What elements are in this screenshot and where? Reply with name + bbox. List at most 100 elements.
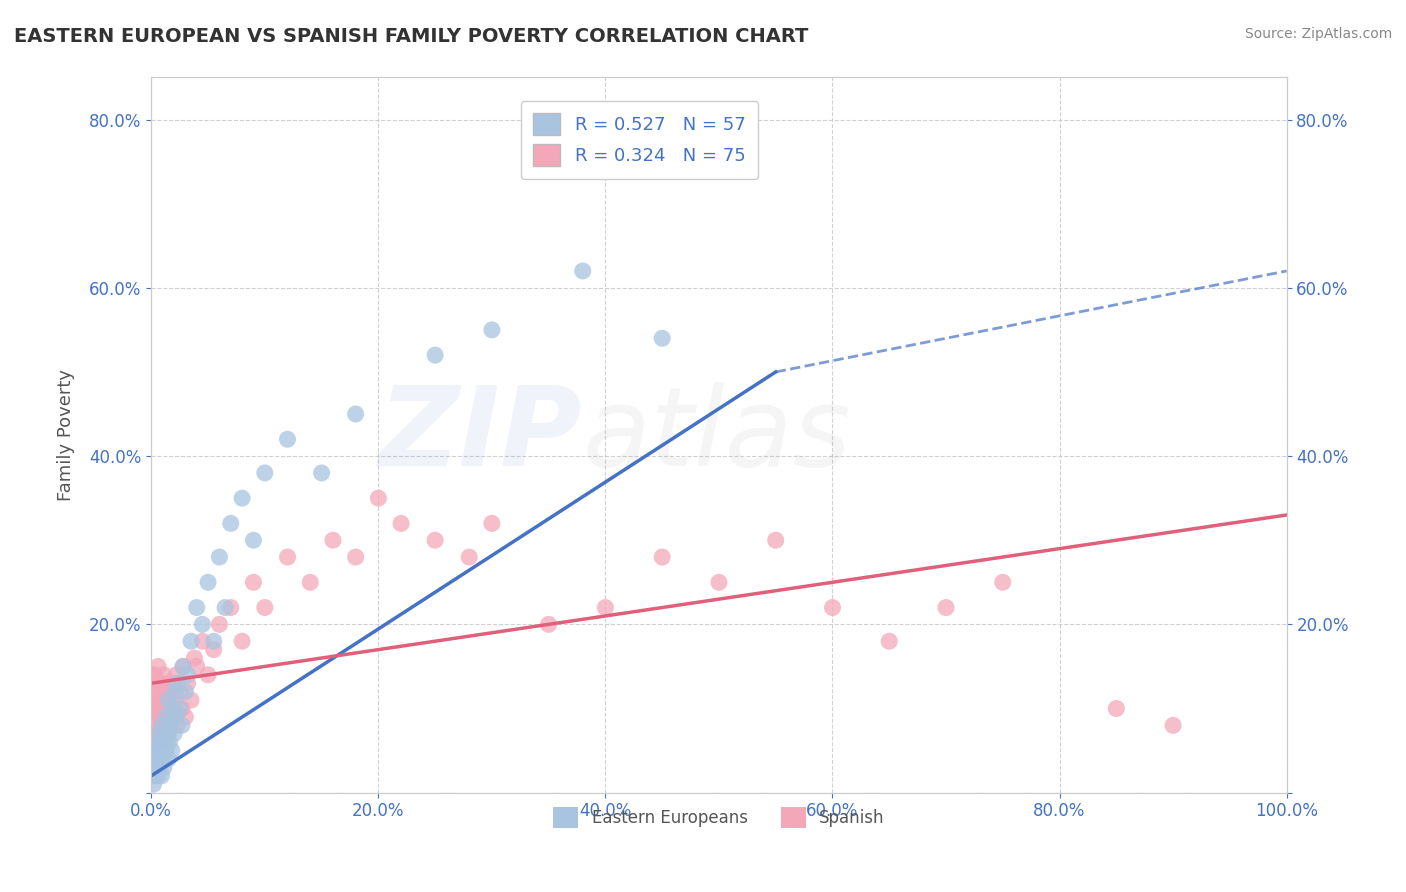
Point [242, 575, 264, 590]
Point [191, 634, 214, 648]
Point [231, 491, 253, 505]
Point [149, 743, 172, 757]
Point [1105, 701, 1128, 715]
Point [152, 735, 174, 749]
Point [145, 735, 167, 749]
Point [707, 575, 730, 590]
Point [165, 668, 187, 682]
Point [157, 693, 180, 707]
Point [180, 634, 202, 648]
Point [202, 634, 225, 648]
Point [148, 727, 170, 741]
Point [197, 575, 219, 590]
Point [174, 710, 197, 724]
Point [651, 550, 673, 565]
Point [935, 600, 957, 615]
Point [145, 769, 167, 783]
Point [162, 676, 184, 690]
Point [389, 516, 412, 531]
Point [481, 323, 503, 337]
Point [537, 617, 560, 632]
Point [219, 516, 242, 531]
Point [208, 617, 231, 632]
Point [253, 600, 276, 615]
Point [277, 550, 299, 565]
Point [277, 432, 299, 446]
Point [877, 634, 900, 648]
Point [595, 600, 617, 615]
Point [150, 718, 173, 732]
Point [157, 727, 180, 741]
Point [156, 676, 179, 690]
Point [146, 769, 169, 783]
Point [150, 735, 173, 749]
Point [143, 743, 166, 757]
Point [163, 727, 186, 741]
Point [214, 600, 236, 615]
Point [344, 407, 367, 421]
Point [367, 491, 389, 505]
Point [170, 718, 193, 732]
Point [174, 684, 197, 698]
Point [141, 668, 163, 682]
Point [156, 727, 179, 741]
Point [166, 676, 188, 690]
Point [155, 743, 177, 757]
Point [1161, 718, 1184, 732]
Point [153, 684, 176, 698]
Point [322, 533, 344, 548]
Point [146, 693, 169, 707]
Point [821, 600, 844, 615]
Point [208, 550, 231, 565]
Point [169, 701, 191, 715]
Point [160, 743, 183, 757]
Point [146, 735, 169, 749]
Point [142, 777, 165, 791]
Point [165, 710, 187, 724]
Point [172, 659, 194, 673]
Point [159, 684, 181, 698]
Point [155, 710, 177, 724]
Point [143, 735, 166, 749]
Point [253, 466, 276, 480]
Point [155, 710, 177, 724]
Point [991, 575, 1014, 590]
Point [423, 533, 446, 548]
Point [197, 668, 219, 682]
Point [176, 668, 198, 682]
Point [153, 735, 176, 749]
Point [159, 718, 181, 732]
Point [146, 743, 169, 757]
Point [165, 684, 187, 698]
Point [146, 659, 169, 673]
Point [146, 760, 169, 774]
Point [219, 600, 242, 615]
Y-axis label: Family Poverty: Family Poverty [58, 369, 75, 501]
Text: ZIP: ZIP [380, 382, 582, 489]
Point [142, 718, 165, 732]
Point [149, 752, 172, 766]
Point [180, 693, 202, 707]
Point [159, 718, 181, 732]
Point [159, 735, 181, 749]
Point [148, 676, 170, 690]
Point [165, 693, 187, 707]
Point [152, 718, 174, 732]
Point [150, 684, 173, 698]
Point [157, 693, 180, 707]
Point [143, 752, 166, 766]
Point [166, 718, 188, 732]
Point [143, 701, 166, 715]
Point [146, 727, 169, 741]
Point [176, 676, 198, 690]
Point [299, 575, 322, 590]
Point [172, 659, 194, 673]
Point [152, 760, 174, 774]
Point [163, 710, 186, 724]
Point [169, 684, 191, 698]
Point [242, 533, 264, 548]
Point [152, 668, 174, 682]
Point [153, 701, 176, 715]
Point [141, 769, 163, 783]
Text: EASTERN EUROPEAN VS SPANISH FAMILY POVERTY CORRELATION CHART: EASTERN EUROPEAN VS SPANISH FAMILY POVER… [14, 27, 808, 45]
